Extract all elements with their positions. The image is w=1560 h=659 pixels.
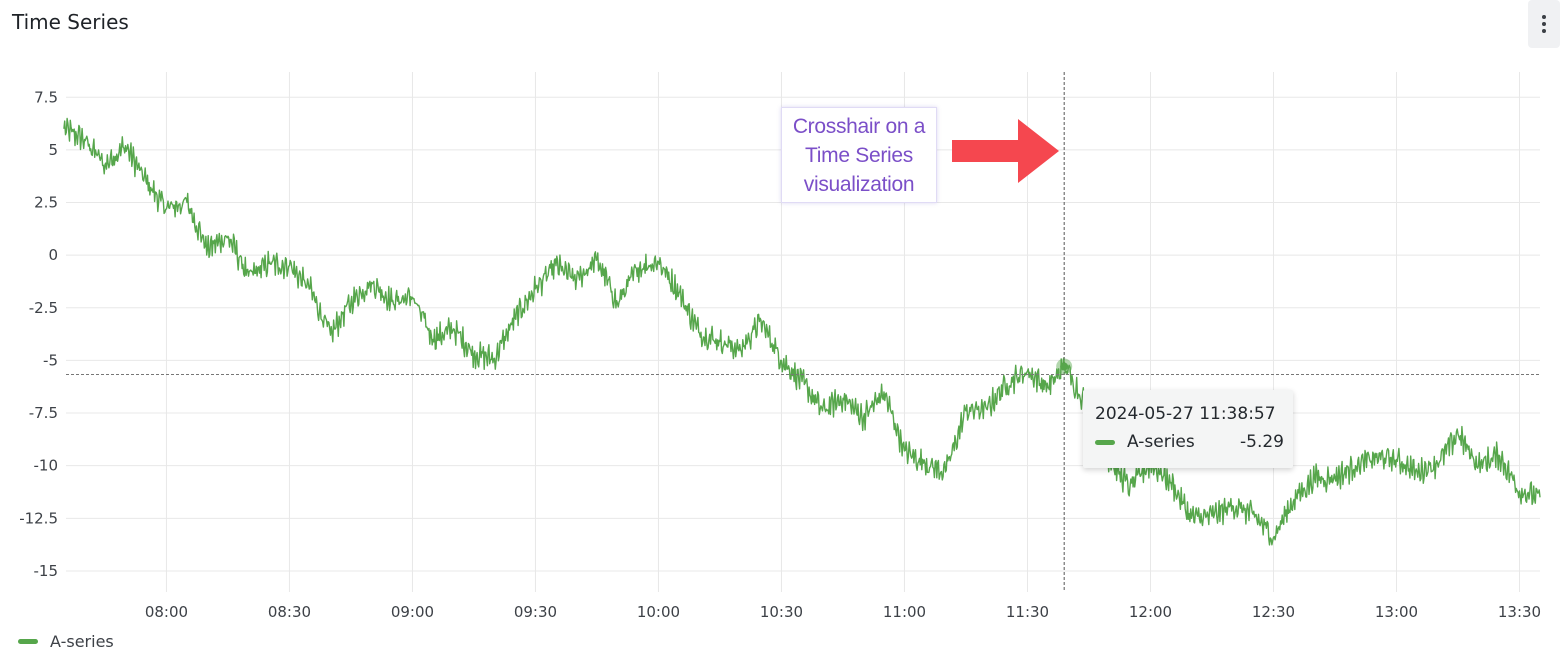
legend-color-swatch [18, 639, 38, 644]
x-tick-label: 11:30 [1006, 603, 1049, 621]
legend-item-a-series[interactable]: A-series [18, 632, 114, 651]
kebab-dot-icon [1542, 15, 1546, 19]
tooltip-series-row: A-series [1095, 432, 1195, 452]
x-tick-label: 09:00 [391, 603, 434, 621]
y-tick-label: -2.5 [29, 299, 58, 317]
y-tick-label: 2.5 [34, 194, 58, 212]
x-tick-label: 08:00 [145, 603, 188, 621]
y-tick-label: -5 [43, 351, 58, 369]
y-tick-label: 5 [48, 141, 58, 159]
series-color-swatch [1095, 439, 1115, 445]
y-tick-label: -12.5 [19, 509, 58, 527]
kebab-dot-icon [1542, 29, 1546, 33]
x-tick-label: 12:30 [1252, 603, 1295, 621]
y-tick-label: 0 [48, 246, 58, 264]
panel-menu-button[interactable] [1528, 0, 1560, 48]
annotation-text: Crosshair on a Time Series visualization [792, 114, 926, 196]
kebab-dot-icon [1542, 22, 1546, 26]
crosshair [66, 72, 1540, 592]
x-tick-label: 09:30 [514, 603, 557, 621]
x-axis: 08:00 08:30 09:00 09:30 10:00 10:30 11:00 11:30… [145, 603, 1541, 621]
x-tick-label: 13:00 [1375, 603, 1418, 621]
crosshair-point [1060, 362, 1069, 371]
x-tick-label: 11:00 [883, 603, 926, 621]
x-tick-label: 13:30 [1498, 603, 1541, 621]
y-axis: 7.5 5 2.5 0 -2.5 -5 -7.5 -10 -12.5 -15 [19, 88, 58, 580]
x-tick-label: 10:00 [637, 603, 680, 621]
a-series-line [63, 117, 1541, 546]
tooltip-value: -5.29 [1240, 432, 1284, 452]
annotation-arrow-icon [952, 119, 1059, 183]
series-layer [63, 117, 1541, 546]
grid [66, 72, 1540, 592]
x-tick-label: 08:30 [268, 603, 311, 621]
y-tick-label: -7.5 [29, 404, 58, 422]
crosshair-tooltip: 2024-05-27 11:38:57 A-series -5.29 [1083, 390, 1293, 468]
y-tick-label: -10 [34, 457, 59, 475]
y-tick-label: 7.5 [34, 88, 58, 106]
legend-label: A-series [50, 632, 114, 651]
tooltip-series-name: A-series [1127, 432, 1195, 452]
tooltip-time: 2024-05-27 11:38:57 [1095, 404, 1276, 424]
y-tick-label: -15 [34, 562, 59, 580]
x-tick-label: 10:30 [760, 603, 803, 621]
annotation-box: Crosshair on a Time Series visualization [781, 107, 937, 203]
panel-title: Time Series [12, 10, 129, 34]
x-tick-label: 12:00 [1129, 603, 1172, 621]
